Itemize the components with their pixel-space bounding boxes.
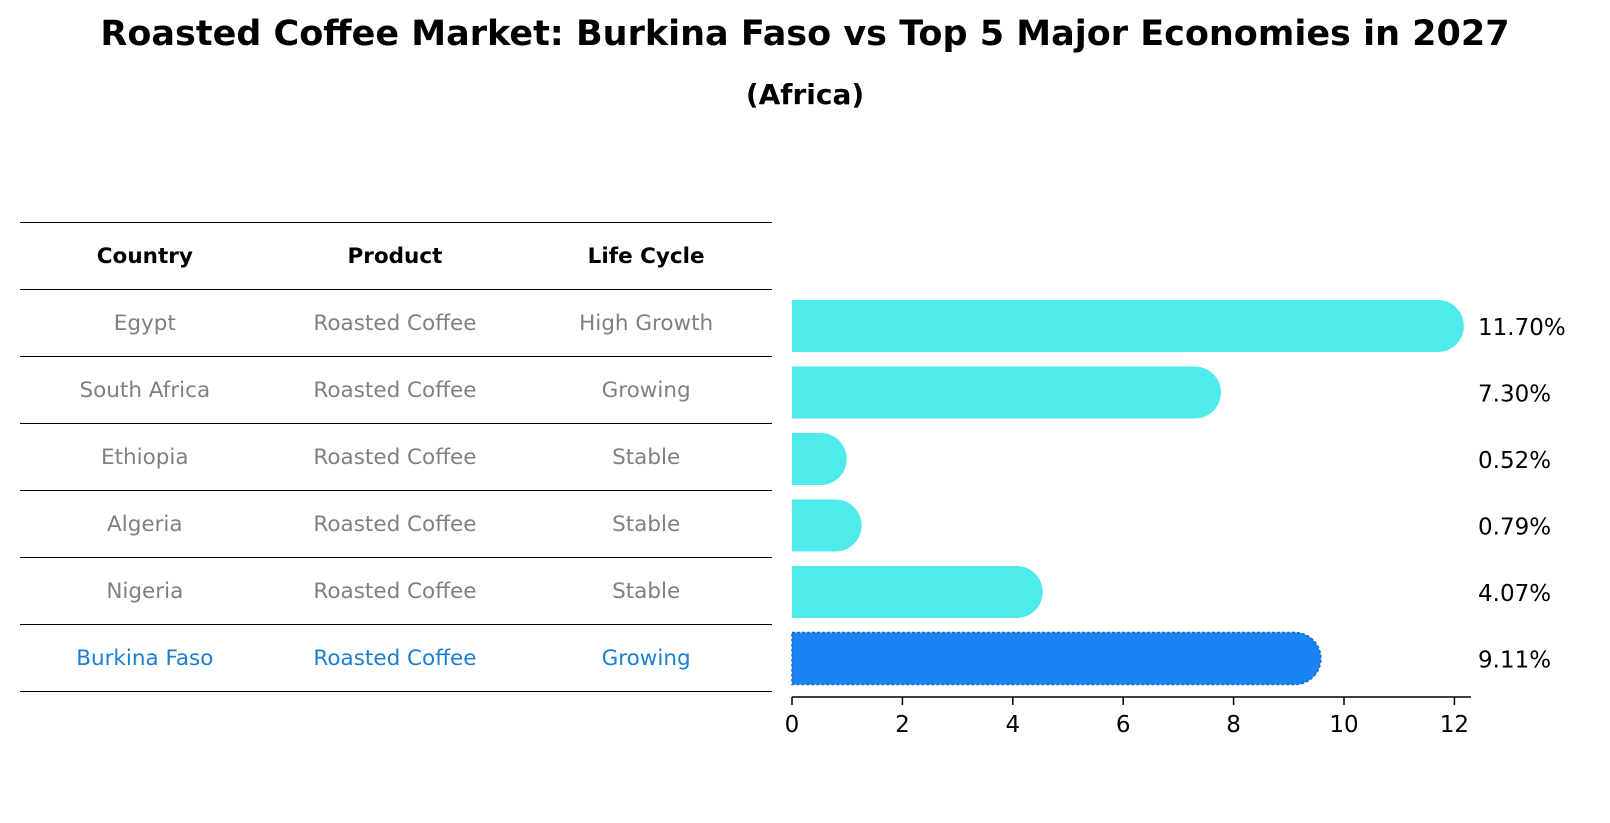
x-tick-label: 8 <box>1226 712 1241 738</box>
chart-subtitle: (Africa) <box>745 78 865 111</box>
header-product: Product <box>269 222 521 290</box>
cell-country: South Africa <box>20 356 270 424</box>
bar-value-label: 4.07% <box>1478 581 1551 607</box>
cell-country: Egypt <box>20 289 270 357</box>
table-row-highlight: Burkina Faso Roasted Coffee Growing <box>20 624 772 692</box>
cell-life-cycle: Stable <box>520 423 772 491</box>
header-life-cycle: Life Cycle <box>520 222 772 290</box>
bar-value-label: 0.79% <box>1478 515 1551 541</box>
cell-country: Nigeria <box>20 557 270 625</box>
bar-value-label: 11.70% <box>1478 315 1566 341</box>
x-tick-label: 4 <box>1005 712 1020 738</box>
bar <box>792 300 1464 352</box>
bar-value-label: 7.30% <box>1478 382 1551 408</box>
cell-country: Algeria <box>20 490 270 558</box>
x-tick-label: 12 <box>1440 712 1469 738</box>
cell-product: Roasted Coffee <box>269 557 521 625</box>
x-tick-label: 6 <box>1116 712 1131 738</box>
table-header-row: Country Product Life Cycle <box>20 222 772 290</box>
cell-life-cycle: Stable <box>520 557 772 625</box>
x-tick-label: 2 <box>895 712 910 738</box>
table-row: Algeria Roasted Coffee Stable <box>20 490 772 558</box>
x-tick-label: 10 <box>1329 712 1358 738</box>
table-row: Egypt Roasted Coffee High Growth <box>20 289 772 357</box>
bar <box>792 366 1221 419</box>
bar <box>791 631 1322 686</box>
bar-value-label: 0.52% <box>1478 448 1551 474</box>
cell-country: Burkina Faso <box>20 624 270 692</box>
cell-life-cycle: Stable <box>520 490 772 558</box>
table-row: South Africa Roasted Coffee Growing <box>20 356 772 424</box>
bar <box>792 566 1043 618</box>
header-country: Country <box>20 222 270 290</box>
cell-product: Roasted Coffee <box>269 356 521 424</box>
cell-product: Roasted Coffee <box>269 423 521 491</box>
bar <box>792 433 847 485</box>
bar-value-label: 9.11% <box>1478 648 1551 674</box>
country-table: Country Product Life Cycle Egypt Roasted… <box>20 222 772 692</box>
cell-life-cycle: Growing <box>520 624 772 692</box>
cell-life-cycle: High Growth <box>520 289 772 357</box>
chart-title: Roasted Coffee Market: Burkina Faso vs T… <box>100 14 1510 54</box>
cell-product: Roasted Coffee <box>269 289 521 357</box>
cell-country: Ethiopia <box>20 423 270 491</box>
table-row: Nigeria Roasted Coffee Stable <box>20 557 772 625</box>
x-tick-label: 0 <box>785 712 800 738</box>
cell-product: Roasted Coffee <box>269 490 521 558</box>
cell-product: Roasted Coffee <box>269 624 521 692</box>
table-row: Ethiopia Roasted Coffee Stable <box>20 423 772 491</box>
bar <box>792 499 862 552</box>
